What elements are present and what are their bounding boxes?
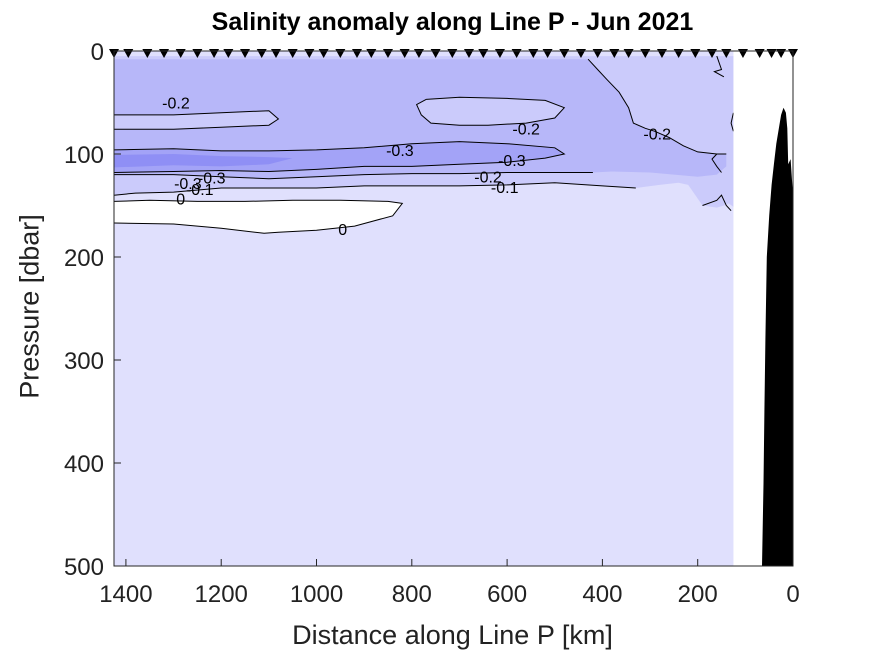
plot-area	[114, 51, 793, 566]
contour-label-7: -0.3	[174, 176, 202, 193]
y-tick-3: 300	[64, 348, 121, 375]
contour-line-1	[415, 96, 566, 126]
x-tick-label-5: 400	[582, 581, 622, 608]
contour-label-4: -0.3	[498, 153, 526, 170]
contour-line-5	[114, 182, 636, 196]
x-tick-4: 600	[487, 559, 527, 608]
y-tick-label-3: 300	[64, 348, 104, 375]
x-tick-label-2: 1000	[290, 581, 343, 608]
y-tick-5: 500	[64, 554, 121, 581]
x-tick-label-7: 0	[786, 581, 799, 608]
x-tick-6: 200	[678, 559, 718, 608]
y-tick-0: 0	[91, 39, 121, 66]
y-tick-1: 100	[64, 142, 121, 169]
y-tick-label-5: 500	[64, 554, 104, 581]
contour-label-10: 0	[176, 191, 185, 208]
contour-line-3	[114, 141, 566, 173]
y-tick-label-2: 200	[64, 245, 104, 272]
x-tick-3: 800	[392, 559, 432, 608]
contour-fill-level-minus-0-2	[114, 59, 727, 179]
contour-fill-bubble	[416, 97, 565, 126]
contour-label-9: -0.1	[491, 180, 519, 197]
x-tick-1: 1200	[195, 559, 248, 608]
contour-line-8	[713, 55, 725, 78]
contour-line-9	[711, 153, 722, 173]
contour-line-0	[114, 110, 280, 130]
axes: 1400 1200 1000 800 600 400 200 0 0 100 200 300 400 50…	[64, 39, 800, 608]
contour-label-3: -0.3	[386, 143, 414, 160]
x-tick-0: 1400	[99, 559, 153, 608]
x-tick-5: 400	[582, 559, 622, 608]
x-tick-7: 0	[786, 559, 800, 608]
x-tick-label-1: 1200	[195, 581, 248, 608]
contour-label-8: -0.1	[186, 182, 214, 199]
contour-line-10	[730, 112, 734, 132]
contour-label-0: -0.2	[162, 96, 190, 113]
chart-title: Salinity anomaly along Line P - Jun 2021	[211, 8, 694, 36]
contour-label-6: -0.2	[474, 170, 502, 187]
y-tick-label-0: 0	[91, 39, 104, 66]
x-tick-label-6: 200	[678, 581, 718, 608]
contour-fill-level-minus-0-4	[114, 154, 293, 168]
contour-line-6	[114, 199, 404, 234]
x-tick-2: 1000	[290, 559, 343, 608]
contour-line-7	[702, 194, 732, 212]
contour-label-2: -0.2	[643, 126, 671, 143]
contour-line-2	[587, 58, 727, 155]
axes-box	[113, 50, 794, 567]
x-tick-label-3: 800	[392, 581, 432, 608]
contour-labels: -0.2-0.2 -0.2-0.3-0.3-0.3 -0.2-0.3-0.1 -0.1…	[162, 96, 671, 240]
x-tick-label-4: 600	[487, 581, 527, 608]
x-axis-label: Distance along Line P [km]	[292, 620, 613, 650]
y-tick-4: 400	[64, 451, 121, 478]
contour-line-4	[114, 172, 593, 180]
contour-label-1: -0.2	[512, 121, 540, 138]
y-tick-2: 200	[64, 245, 121, 272]
y-tick-label-1: 100	[64, 142, 104, 169]
y-tick-label-4: 400	[64, 451, 104, 478]
bathymetry-silhouette	[762, 107, 793, 566]
x-tick-label-0: 1400	[99, 581, 152, 608]
contour-label-11: 0	[338, 222, 347, 239]
contour-label-5: -0.3	[198, 171, 226, 188]
y-axis-label: Pressure [dbar]	[14, 214, 45, 399]
